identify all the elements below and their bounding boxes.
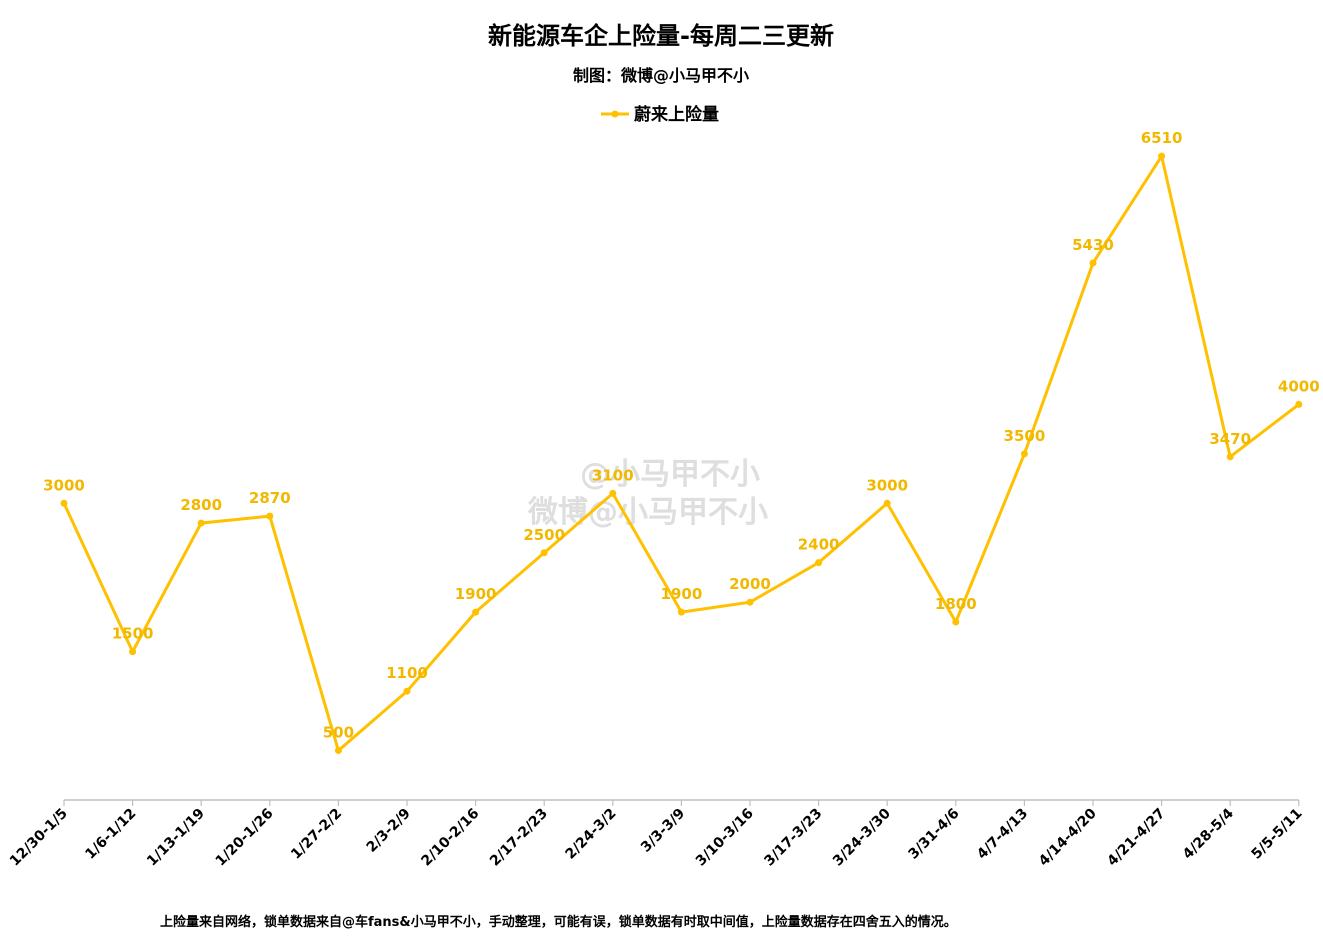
- data-label: 3470: [1209, 430, 1251, 448]
- data-point: [1020, 450, 1028, 458]
- data-point: [677, 608, 685, 616]
- data-point: [883, 499, 891, 507]
- x-tick-label: 2/10-2/16: [418, 806, 482, 870]
- data-label: 3000: [43, 476, 85, 494]
- data-point: [334, 747, 342, 755]
- data-point: [746, 598, 754, 606]
- data-label: 2400: [798, 536, 840, 554]
- x-tick-label: 1/27-2/2: [288, 806, 345, 863]
- x-tick-label: 2/3-2/9: [364, 806, 414, 856]
- data-label: 1900: [661, 585, 703, 603]
- legend: 蔚来上险量: [601, 104, 719, 125]
- x-tick-label: 4/7-4/13: [974, 806, 1031, 863]
- x-tick-label: 5/5-5/11: [1249, 806, 1306, 863]
- x-tick-label: 2/24-3/2: [563, 806, 620, 863]
- data-label: 1100: [386, 664, 428, 682]
- data-label: 3500: [1004, 427, 1046, 445]
- x-tick-label: 4/21-4/27: [1104, 806, 1168, 870]
- data-point: [1226, 453, 1234, 461]
- data-label: 2500: [523, 526, 565, 544]
- data-label: 500: [323, 724, 354, 742]
- watermark-line1: @小马甲不小: [580, 457, 760, 492]
- data-label: 3100: [592, 466, 634, 484]
- data-point: [1295, 400, 1303, 408]
- legend-label: 蔚来上险量: [634, 104, 719, 125]
- chart-title: 新能源车企上险量-每周二三更新: [488, 22, 834, 50]
- data-label: 2000: [729, 575, 771, 593]
- data-point: [266, 512, 274, 520]
- data-point: [197, 519, 205, 527]
- data-label: 2800: [180, 496, 222, 514]
- x-tick-label: 1/13-1/19: [144, 806, 208, 870]
- data-label: 2870: [249, 489, 291, 507]
- data-point: [540, 549, 548, 557]
- x-tick-label: 3/17-3/23: [761, 806, 825, 870]
- data-point: [60, 499, 68, 507]
- legend-marker: [611, 110, 619, 118]
- x-tick-label: 12/30-1/5: [7, 806, 71, 870]
- x-tick-label: 3/10-3/16: [693, 806, 757, 870]
- data-label: 1900: [455, 585, 497, 603]
- x-tick-label: 1/6-1/12: [82, 806, 139, 863]
- data-label: 3000: [866, 476, 908, 494]
- data-point: [815, 559, 823, 567]
- data-label: 1500: [112, 625, 154, 643]
- watermark-line2: 微博@小马甲不小: [527, 495, 768, 530]
- data-point: [609, 489, 617, 497]
- data-label: 1800: [935, 595, 977, 613]
- data-point: [1089, 259, 1097, 267]
- data-label: 4000: [1278, 377, 1320, 395]
- x-tick-label: 3/24-3/30: [830, 805, 894, 869]
- x-tick-label: 3/31-4/6: [906, 806, 963, 863]
- footnote: 上险量来自网络，锁单数据来自@车fans&小马甲不小，手动整理，可能有误，锁单数…: [160, 914, 957, 930]
- x-tick-label: 1/20-1/26: [213, 806, 277, 870]
- chart-subtitle: 制图：微博@小马甲不小: [573, 66, 749, 85]
- data-label: 6510: [1141, 129, 1183, 147]
- data-point: [952, 618, 960, 626]
- watermark: @小马甲不小 微博@小马甲不小: [527, 457, 768, 530]
- data-label: 5430: [1072, 236, 1114, 254]
- data-point: [129, 648, 137, 656]
- x-tick-label: 3/3-3/9: [638, 806, 688, 856]
- data-point: [1158, 152, 1166, 160]
- x-tick-label: 4/28-5/4: [1180, 805, 1237, 862]
- x-tick-label: 4/14-4/20: [1036, 805, 1100, 869]
- data-point: [403, 687, 411, 695]
- x-tick-label: 2/17-2/23: [487, 806, 551, 870]
- data-point: [472, 608, 480, 616]
